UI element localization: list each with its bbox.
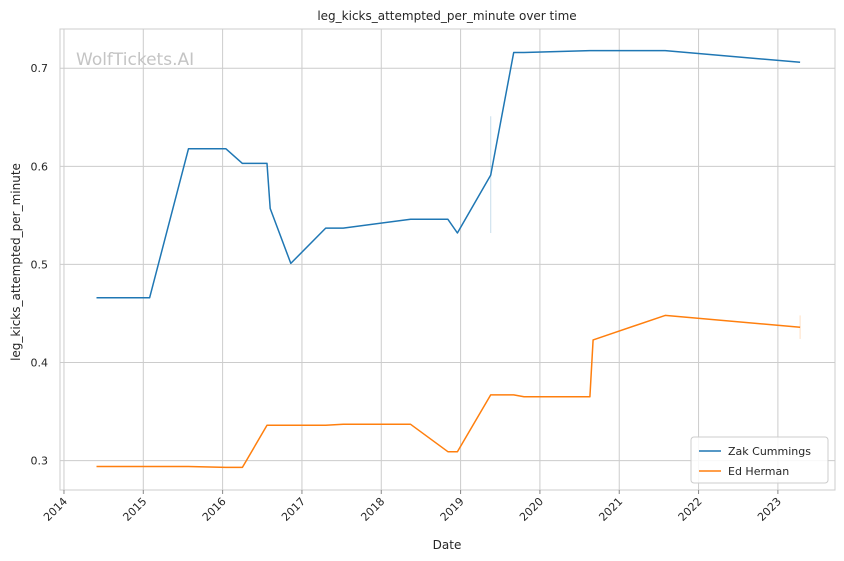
series-layer	[96, 49, 801, 469]
x-tick-label: 2015	[120, 495, 149, 524]
chart-title: leg_kicks_attempted_per_minute over time	[317, 9, 576, 23]
series-ed-herman	[96, 314, 801, 469]
x-tick-label: 2021	[596, 495, 625, 524]
x-tick-label: 2023	[755, 495, 784, 524]
x-tick-label: 2019	[438, 495, 467, 524]
legend-label-ed-herman: Ed Herman	[728, 465, 789, 478]
legend: Zak Cummings Ed Herman	[690, 436, 829, 484]
plot-area	[60, 29, 835, 490]
x-tick-label: 2020	[517, 495, 546, 524]
y-tick-label: 0.5	[31, 258, 49, 271]
y-axis-title: leg_kicks_attempted_per_minute	[9, 163, 23, 361]
x-tick-label: 2016	[200, 495, 229, 524]
series-zak-cummings	[96, 49, 801, 299]
watermark: WolfTickets.AI	[76, 50, 194, 70]
plot-frame	[59, 28, 836, 491]
y-tick-label: 0.4	[31, 356, 49, 369]
legend-label-zak-cummings: Zak Cummings	[728, 445, 811, 458]
x-axis-title: Date	[433, 538, 462, 552]
grid	[60, 29, 835, 490]
legend-box	[690, 436, 829, 484]
x-tick-label: 2018	[358, 495, 387, 524]
y-tick-label: 0.3	[31, 455, 49, 468]
y-axis-ticks: 0.3 0.4 0.5 0.6 0.7	[31, 62, 49, 467]
series-line-ed-herman	[96, 314, 801, 469]
x-tick-label: 2022	[676, 495, 705, 524]
x-tick-label: 2014	[41, 495, 70, 524]
y-tick-label: 0.7	[31, 62, 49, 75]
x-tick-label: 2017	[279, 495, 308, 524]
x-axis-ticks: 2014 2015 2016 2017 2018 2019 2020 2021 2022 2023	[41, 490, 784, 524]
y-tick-label: 0.6	[31, 160, 49, 173]
series-line-zak-cummings	[96, 49, 801, 299]
